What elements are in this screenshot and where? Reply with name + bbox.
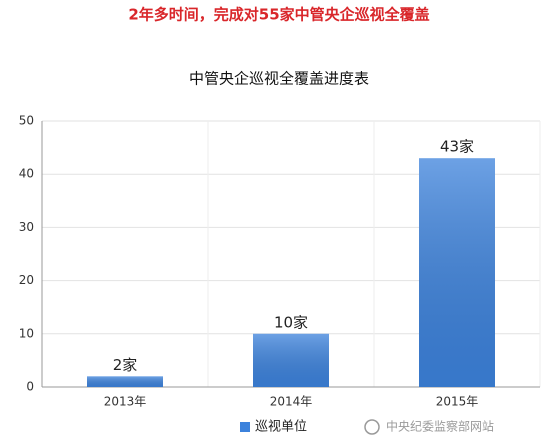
chart-title: 中管央企巡视全覆盖进度表	[189, 70, 369, 88]
y-tick-label: 10	[19, 326, 34, 340]
y-tick-label: 20	[19, 273, 34, 287]
legend-label: 巡视单位	[255, 420, 307, 435]
value-label: 10家	[274, 313, 308, 331]
y-tick-label: 30	[19, 220, 34, 234]
watermark-icon	[364, 419, 380, 435]
bar-shine	[419, 158, 495, 387]
x-tick-label: 2013年	[104, 395, 147, 409]
value-label: 2家	[113, 356, 138, 374]
x-tick-label: 2015年	[436, 395, 479, 409]
value-label: 43家	[440, 138, 474, 156]
y-tick-label: 50	[19, 114, 34, 128]
headline: 2年多时间，完成对55家中管央企巡视全覆盖	[128, 6, 429, 24]
legend-swatch	[240, 422, 250, 432]
watermark-text: 中央纪委监察部网站	[386, 419, 494, 434]
watermark: 中央纪委监察部网站	[364, 419, 494, 435]
bar-shine	[87, 376, 163, 387]
y-tick-label: 40	[19, 167, 34, 181]
bar-shine	[253, 333, 329, 387]
y-tick-label: 0	[26, 380, 34, 394]
x-tick-label: 2014年	[270, 395, 313, 409]
